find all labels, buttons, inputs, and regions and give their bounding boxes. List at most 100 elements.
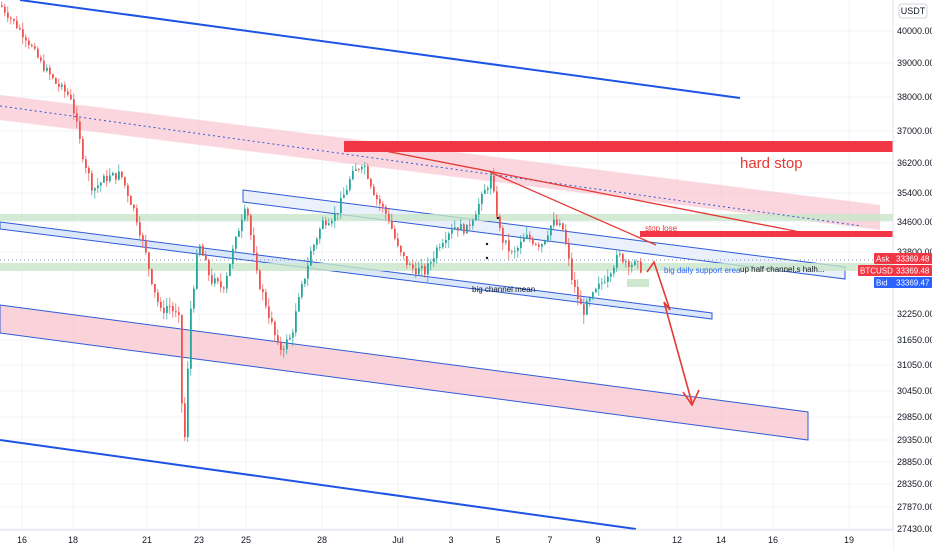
- drawn-lines: [0, 0, 893, 530]
- candle-body: [196, 254, 198, 289]
- candle-body: [493, 175, 495, 192]
- candle-body: [40, 57, 42, 61]
- candle-body: [253, 235, 255, 253]
- candle-body: [364, 166, 366, 168]
- candle-body: [226, 275, 228, 289]
- price-tick-label: 31050.00: [897, 360, 932, 370]
- price-axis-ticks: 40000.00 39000.00 38000.00 37000.00 36200.00…: [897, 26, 932, 534]
- candle-body: [13, 18, 15, 21]
- candle-body: [625, 261, 627, 263]
- candle-body: [169, 306, 171, 307]
- candle-body: [580, 299, 582, 305]
- marker-dot: [496, 216, 500, 220]
- lower-support-band: [0, 304, 809, 441]
- candle-body: [154, 283, 156, 293]
- candle-body: [241, 219, 243, 232]
- time-tick-label: 9: [595, 535, 600, 545]
- price-tag-value: 33369.48: [896, 267, 930, 276]
- price-tag-name: Ask: [876, 255, 890, 264]
- candle-body: [262, 289, 264, 293]
- candle-body: [349, 179, 351, 190]
- upper-channel-band: [0, 95, 880, 230]
- time-axis[interactable]: [0, 530, 893, 550]
- candle-body: [10, 17, 12, 19]
- candle-body: [556, 219, 558, 225]
- candle-body: [457, 227, 459, 231]
- candle-body: [43, 60, 45, 71]
- candle-body: [184, 403, 186, 438]
- candle-body: [367, 166, 369, 179]
- candle-body: [49, 67, 51, 75]
- candle-body: [586, 300, 588, 315]
- candle-body: [202, 245, 204, 256]
- candle-body: [70, 94, 72, 100]
- candle-body: [322, 220, 324, 229]
- candle-body: [481, 193, 483, 204]
- candle-body: [94, 188, 96, 191]
- candle-body: [130, 196, 132, 205]
- marker-dot: [485, 242, 489, 246]
- candle-body: [82, 138, 84, 160]
- candle-body: [232, 248, 234, 264]
- currency-label: USDT: [901, 6, 926, 16]
- candle-body: [268, 306, 270, 319]
- price-tag-value: 33369.48: [896, 255, 930, 264]
- big-channel-mean-label: big channel mean: [472, 285, 535, 294]
- price-tag-value-box: [893, 253, 932, 264]
- currency-badge[interactable]: [898, 3, 928, 19]
- candle-body: [634, 261, 636, 265]
- candle-body: [583, 304, 585, 315]
- candle-body: [613, 267, 615, 274]
- lower-channel-line: [0, 439, 637, 530]
- time-tick-label: 16: [768, 535, 778, 545]
- time-tick-label: 3: [448, 535, 453, 545]
- price-tag-name-box: [874, 253, 894, 264]
- price-tick-label: 36200.00: [897, 158, 932, 168]
- candle-body: [58, 83, 60, 87]
- time-tick-label: 28: [317, 535, 327, 545]
- candle-body: [472, 220, 474, 226]
- candle-body: [430, 262, 432, 264]
- candle-body: [274, 321, 276, 336]
- hard-stop-label: hard stop: [740, 155, 803, 172]
- time-tick-label: 25: [241, 535, 251, 545]
- candle-body: [370, 178, 372, 187]
- candle-body: [571, 258, 573, 280]
- candle-body: [91, 173, 93, 191]
- candle-body: [340, 198, 342, 214]
- candle-body: [598, 283, 600, 289]
- candle-body: [568, 243, 570, 259]
- candle-body: [466, 224, 468, 234]
- candle-body: [34, 46, 36, 49]
- candle-body: [520, 241, 522, 248]
- candle-body: [505, 240, 507, 243]
- candle-body: [112, 173, 114, 176]
- candle-body: [628, 261, 630, 267]
- price-tag-name-box: [858, 265, 894, 276]
- candle-body: [64, 84, 66, 92]
- candle-body: [301, 283, 303, 298]
- candle-body: [295, 311, 297, 333]
- candle-body: [85, 159, 87, 168]
- candle-body: [589, 298, 591, 301]
- candle-body: [619, 253, 621, 255]
- candle-body: [115, 173, 117, 180]
- candle-body: [535, 243, 537, 245]
- projection-arrowhead: [682, 389, 700, 407]
- candle-body: [136, 208, 138, 223]
- candle-body: [208, 260, 210, 276]
- candle-body: [526, 234, 528, 239]
- stop-lose-zone: [640, 231, 893, 237]
- candle-body: [109, 175, 111, 182]
- candle-body: [265, 292, 267, 307]
- candle-body: [445, 239, 447, 244]
- candle-body: [187, 368, 189, 438]
- candle-body: [412, 264, 414, 269]
- stop-lose-label: stop lose: [645, 224, 678, 233]
- time-tick-label: 5: [495, 535, 500, 545]
- candle-body: [313, 244, 315, 251]
- candle-body: [361, 166, 363, 170]
- candle-body: [442, 243, 444, 248]
